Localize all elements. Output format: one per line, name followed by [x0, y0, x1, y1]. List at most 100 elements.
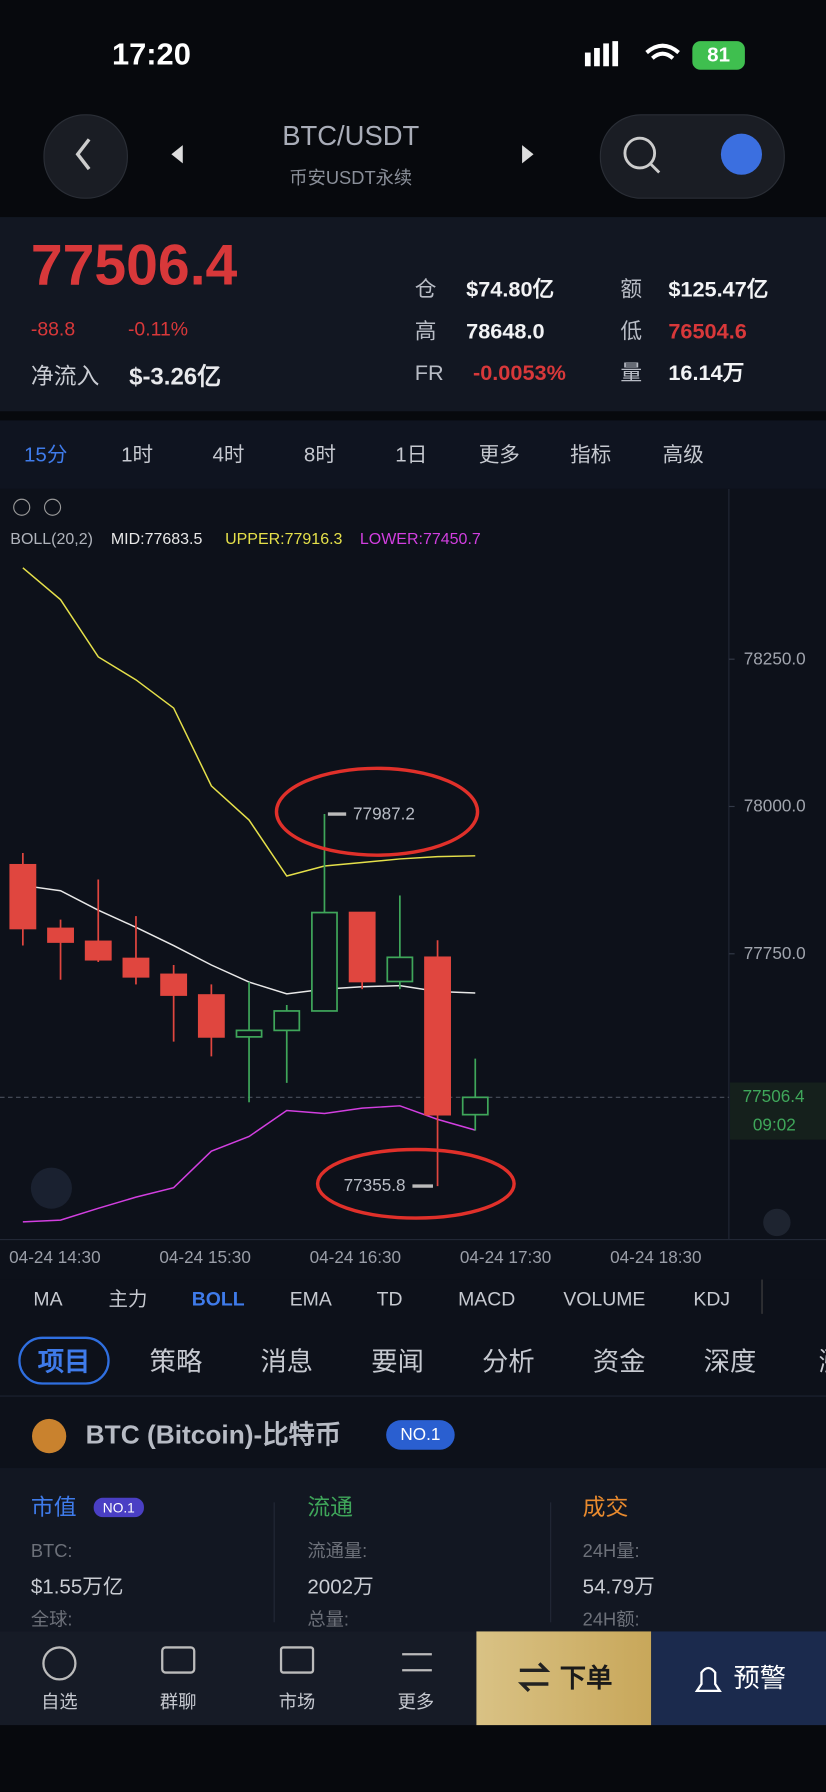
info-text: BTC: — [30, 1542, 73, 1562]
next-arrow[interactable] — [522, 145, 534, 164]
info-text: 全球: — [30, 1610, 73, 1631]
news-tab[interactable]: 涨 — [819, 1348, 826, 1375]
timeframe-tab[interactable]: 更多 — [478, 443, 520, 467]
collapse-icon[interactable] — [13, 498, 31, 516]
indicator-tab[interactable]: TD — [376, 1288, 403, 1310]
highlight-circle — [274, 766, 480, 857]
timeframe-tab[interactable]: 1时 — [121, 443, 154, 467]
info-text: 流通量: — [307, 1542, 368, 1562]
signal-bar — [612, 41, 619, 67]
nav-label[interactable]: 自选 — [41, 1693, 78, 1713]
prev-arrow[interactable] — [171, 145, 183, 164]
nav-icon[interactable] — [279, 1646, 315, 1674]
swap-icon[interactable] — [517, 1662, 551, 1693]
nav-icon[interactable] — [402, 1653, 432, 1672]
stat-label: 量 — [620, 361, 643, 386]
pair-subtitle: 币安USDT永续 — [289, 169, 413, 189]
low-annotation: 77355.8 — [343, 1176, 406, 1196]
rank-badge — [93, 1497, 144, 1518]
info-text: 54.79万 — [582, 1575, 655, 1599]
indicator-tab[interactable]: 主力 — [108, 1288, 148, 1310]
wifi-icon — [645, 43, 680, 60]
nav-icon[interactable] — [42, 1646, 77, 1681]
news-tab[interactable]: 消息 — [260, 1346, 314, 1377]
alert-label[interactable]: 预警 — [733, 1662, 787, 1693]
settings-icon[interactable] — [43, 498, 62, 516]
timeframe-tab[interactable]: 15分 — [23, 443, 68, 467]
order-button[interactable] — [476, 1631, 652, 1726]
x-tick-label: 04-24 15:30 — [159, 1248, 251, 1268]
info-text: 24H量: — [582, 1542, 640, 1562]
boll-legend: MID:77683.5 — [110, 528, 203, 548]
signal-bar — [603, 43, 609, 67]
alert-button[interactable] — [651, 1631, 826, 1726]
high-annotation: 77987.2 — [353, 804, 415, 824]
nav-label[interactable]: 更多 — [397, 1693, 435, 1713]
net-inflow: $-3.26亿 — [129, 363, 222, 391]
reset-icon[interactable] — [763, 1208, 791, 1237]
indicator-tab[interactable]: MACD — [458, 1288, 516, 1310]
x-tick-label: 04-24 16:30 — [309, 1248, 402, 1268]
candle-body — [84, 940, 112, 961]
timeframe-tab[interactable]: 指标 — [570, 443, 612, 467]
back-icon[interactable] — [75, 138, 91, 171]
timeframe-tab[interactable]: 1日 — [395, 443, 428, 467]
robot-icon[interactable] — [720, 133, 763, 175]
timeframe-tab[interactable]: 4时 — [212, 443, 245, 467]
candle-body — [273, 1010, 301, 1032]
y-tick-label: 77750.0 — [743, 944, 806, 964]
candle-body — [235, 1029, 263, 1038]
price-change: -88.8 — [30, 318, 76, 340]
highlight-circle — [315, 1147, 516, 1220]
boll-legend: UPPER:77916.3 — [225, 528, 343, 548]
indicator-tab[interactable]: KDJ — [693, 1288, 731, 1310]
info-title: 流通 — [307, 1495, 354, 1521]
signal-bar — [584, 52, 591, 67]
coin-icon — [31, 1418, 67, 1454]
boll-legend: LOWER:77450.7 — [359, 528, 481, 548]
candle-body — [9, 863, 37, 930]
order-label[interactable]: 下单 — [559, 1662, 613, 1693]
info-title: 市值 — [30, 1495, 77, 1521]
stat-label: FR — [414, 361, 444, 386]
stat-value: $125.47亿 — [668, 278, 769, 303]
stat-value: 16.14万 — [668, 361, 745, 386]
indicator-tab[interactable]: EMA — [289, 1288, 332, 1310]
news-tab[interactable]: 分析 — [482, 1346, 535, 1377]
boll-upper — [22, 567, 476, 877]
nav-icon[interactable] — [161, 1646, 196, 1674]
news-tab[interactable]: 项目 — [37, 1346, 91, 1377]
candle-body — [311, 911, 338, 1012]
indicator-tab[interactable]: MA — [33, 1288, 63, 1310]
x-tick-label: 04-24 17:30 — [459, 1248, 552, 1268]
news-tab[interactable]: 资金 — [592, 1346, 646, 1377]
info-title: 成交 — [582, 1495, 629, 1521]
info-panel — [0, 1468, 826, 1634]
stat-value: $74.80亿 — [466, 278, 555, 303]
timeframe-tab[interactable]: 8时 — [303, 443, 336, 467]
search-icon[interactable] — [623, 136, 657, 170]
search-icon[interactable] — [649, 162, 661, 174]
stat-label: 高 — [414, 320, 437, 345]
battery-level: 81 — [707, 43, 731, 67]
rank-badge — [386, 1420, 455, 1450]
indicator-tab[interactable]: BOLL — [191, 1288, 245, 1310]
net-inflow-label: 净流入 — [30, 364, 100, 390]
indicator-tab[interactable]: VOLUME — [563, 1288, 646, 1310]
nav-label[interactable]: 群聊 — [159, 1693, 197, 1713]
boll-lower — [22, 1105, 476, 1223]
bell-icon[interactable] — [694, 1666, 722, 1692]
news-tab[interactable]: 深度 — [703, 1346, 757, 1377]
news-tab[interactable]: 策略 — [149, 1346, 203, 1377]
countdown: 09:02 — [752, 1116, 796, 1136]
timeframe-tab[interactable]: 高级 — [662, 443, 704, 467]
pair-title: BTC/USDT — [282, 121, 420, 152]
expand-icon[interactable] — [30, 1167, 72, 1209]
back-button[interactable] — [43, 114, 128, 199]
tab-selected-outline — [18, 1336, 110, 1385]
news-tab[interactable]: 要闻 — [371, 1346, 424, 1377]
nav-label[interactable]: 市场 — [278, 1693, 316, 1713]
coin-name: BTC (Bitcoin)-比特币 — [85, 1419, 342, 1450]
